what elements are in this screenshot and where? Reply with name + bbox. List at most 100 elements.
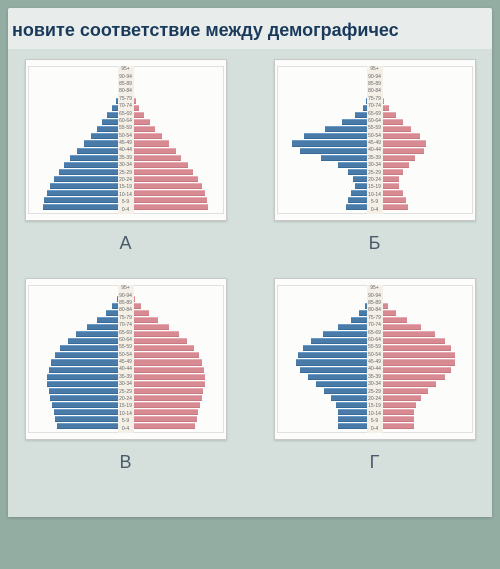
- male-bar: [303, 345, 372, 351]
- age-band-label: 40-44: [119, 148, 132, 153]
- age-band-label: 25-29: [119, 171, 132, 176]
- female-bar: [378, 402, 417, 408]
- male-bar: [50, 395, 122, 401]
- age-band-label: 25-29: [368, 171, 381, 176]
- age-band-label: 85-89: [119, 82, 132, 87]
- age-band-label: 0-4: [122, 208, 129, 213]
- female-bar: [378, 381, 437, 387]
- age-band-label: 45-49: [119, 360, 132, 365]
- female-bar: [129, 169, 194, 175]
- age-band-label: 65-69: [368, 112, 381, 117]
- male-bar: [52, 402, 123, 408]
- male-bar: [47, 190, 123, 196]
- label-b: Б: [369, 233, 381, 254]
- age-band-label: 60-64: [119, 119, 132, 124]
- age-band-label: 35-39: [368, 156, 381, 161]
- age-band-label: 65-69: [368, 331, 381, 336]
- age-band-label: 0-4: [371, 208, 378, 213]
- age-band-label: 90-94: [119, 75, 132, 80]
- female-bar: [378, 345, 452, 351]
- age-band-label: 45-49: [119, 141, 132, 146]
- female-bar: [378, 133, 420, 139]
- age-band-label: 5-9: [122, 200, 129, 205]
- male-bar: [316, 381, 371, 387]
- female-bar: [129, 395, 202, 401]
- age-band-label: 80-84: [119, 308, 132, 313]
- age-band-label: 85-89: [368, 82, 381, 87]
- female-bar: [378, 395, 422, 401]
- age-band-label: 50-54: [368, 134, 381, 139]
- male-bar: [55, 416, 122, 422]
- female-bar: [129, 359, 203, 365]
- question-title: новите соответствие между демографичес: [8, 8, 492, 49]
- age-band-label: 20-24: [368, 178, 381, 183]
- age-band-label: 90-94: [119, 294, 132, 299]
- age-band-label: 95+: [370, 286, 378, 291]
- female-half: [128, 66, 224, 214]
- female-bar: [129, 367, 205, 373]
- pyramid-v: 95+90-9485-8980-8475-7970-7465-6960-6455…: [25, 278, 227, 440]
- male-bar: [47, 374, 123, 380]
- male-bar: [296, 359, 372, 365]
- age-band-label: 50-54: [119, 134, 132, 139]
- age-band-label: 45-49: [368, 141, 381, 146]
- age-band-label: 85-89: [368, 301, 381, 306]
- male-bar: [64, 162, 123, 168]
- male-bar: [325, 126, 371, 132]
- female-bar: [378, 423, 415, 429]
- age-band-label: 35-39: [119, 375, 132, 380]
- age-band-label: 45-49: [368, 360, 381, 365]
- age-band-label: 30-34: [368, 163, 381, 168]
- male-half: [277, 285, 373, 433]
- age-band-label: 95+: [370, 67, 378, 72]
- age-band-label: 70-74: [368, 104, 381, 109]
- age-band-label: 50-54: [368, 353, 381, 358]
- age-band-label: 10-14: [119, 193, 132, 198]
- age-band-label: 75-79: [119, 316, 132, 321]
- age-band-label: 75-79: [119, 97, 132, 102]
- age-band-label: 30-34: [368, 382, 381, 387]
- age-band-label: 80-84: [368, 308, 381, 313]
- female-bar: [129, 338, 188, 344]
- age-band-label: 15-19: [119, 185, 132, 190]
- male-bar: [76, 331, 122, 337]
- male-bar: [77, 148, 122, 154]
- male-bar: [308, 374, 372, 380]
- male-bar: [55, 352, 122, 358]
- male-bar: [47, 381, 123, 387]
- male-bar: [292, 140, 372, 146]
- male-bar: [57, 423, 123, 429]
- female-bar: [378, 374, 445, 380]
- age-band-label: 40-44: [368, 148, 381, 153]
- age-axis: 95+90-9485-8980-8475-7970-7465-6960-6455…: [118, 66, 134, 214]
- female-bar: [129, 140, 169, 146]
- female-half: [128, 285, 224, 433]
- female-bar: [129, 331, 179, 337]
- age-band-label: 70-74: [119, 323, 132, 328]
- male-bar: [70, 155, 122, 161]
- male-bar: [300, 148, 371, 154]
- age-band-label: 20-24: [368, 397, 381, 402]
- male-bar: [49, 388, 123, 394]
- female-bar: [129, 148, 176, 154]
- age-axis: 95+90-9485-8980-8475-7970-7465-6960-6455…: [118, 285, 134, 433]
- age-band-label: 60-64: [368, 119, 381, 124]
- male-bar: [321, 155, 371, 161]
- age-band-label: 25-29: [119, 390, 132, 395]
- age-band-label: 70-74: [368, 323, 381, 328]
- male-bar: [311, 338, 371, 344]
- male-bar: [304, 133, 371, 139]
- age-band-label: 40-44: [368, 367, 381, 372]
- age-band-label: 40-44: [119, 367, 132, 372]
- age-band-label: 55-59: [368, 126, 381, 131]
- age-band-label: 5-9: [122, 419, 129, 424]
- age-band-label: 55-59: [119, 345, 132, 350]
- female-bar: [378, 388, 428, 394]
- female-bar: [129, 176, 199, 182]
- age-band-label: 35-39: [368, 375, 381, 380]
- age-band-label: 30-34: [119, 163, 132, 168]
- label-a: А: [119, 233, 131, 254]
- female-bar: [129, 416, 197, 422]
- male-bar: [298, 352, 372, 358]
- cell-a: 95+90-9485-8980-8475-7970-7465-6960-6455…: [16, 59, 235, 272]
